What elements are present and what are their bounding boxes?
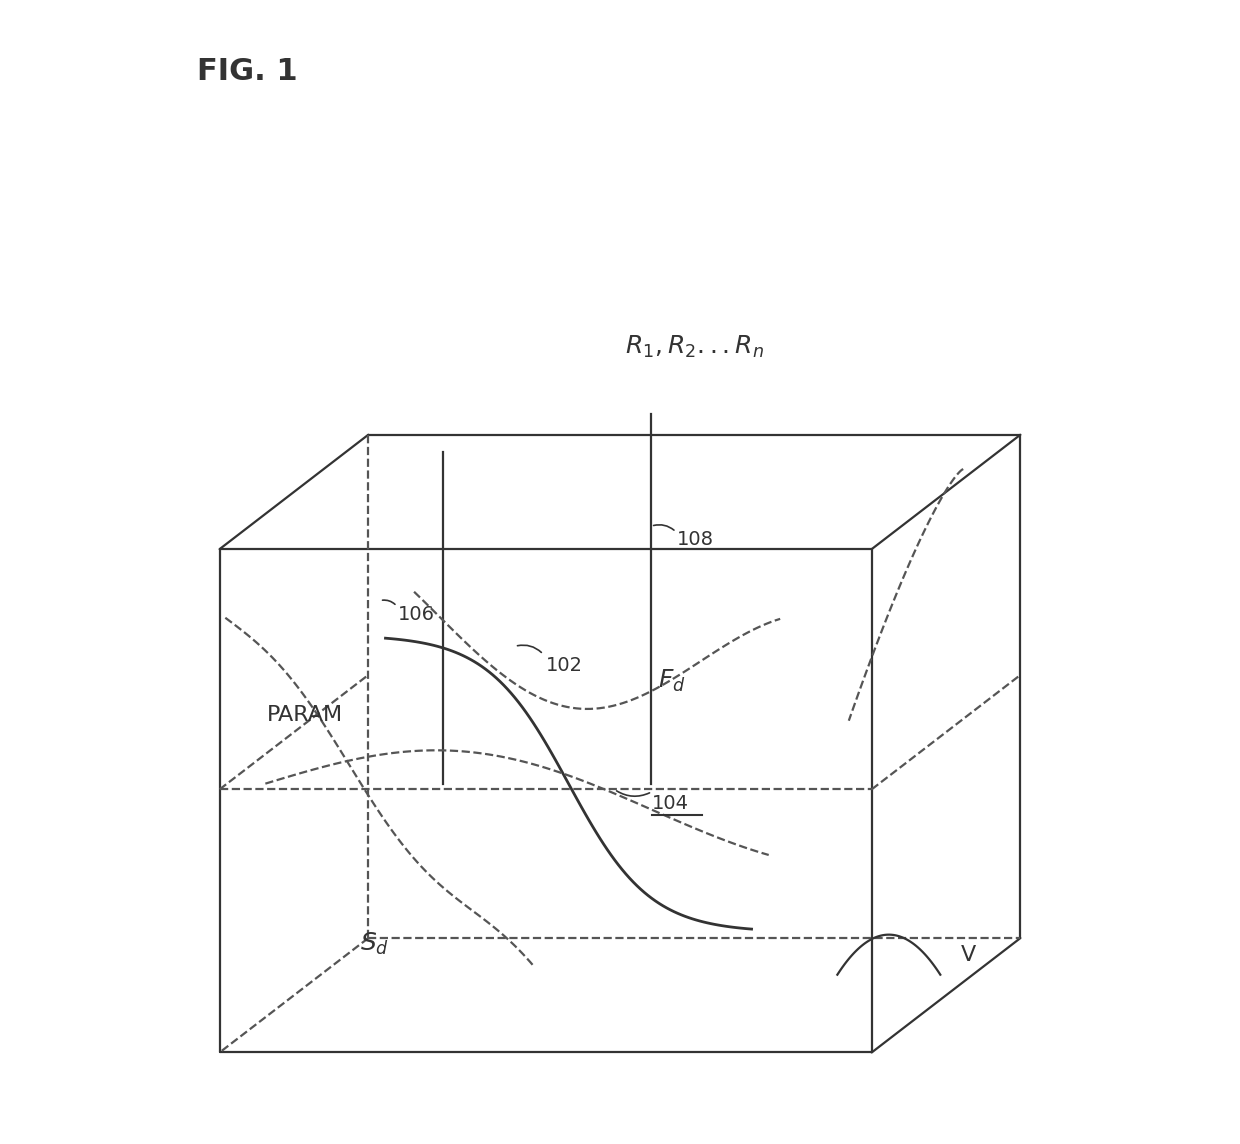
Text: 104: 104	[652, 794, 689, 812]
Text: $F_d$: $F_d$	[657, 668, 686, 693]
Text: $R_1, R_2 ... R_n$: $R_1, R_2 ... R_n$	[625, 334, 764, 360]
Text: 108: 108	[677, 531, 714, 549]
Text: $S_d$: $S_d$	[360, 931, 388, 956]
Text: V: V	[961, 945, 977, 966]
Text: FIG. 1: FIG. 1	[197, 57, 298, 86]
Text: PARAM: PARAM	[268, 705, 343, 725]
Text: 102: 102	[546, 657, 583, 675]
Text: 106: 106	[398, 605, 435, 623]
